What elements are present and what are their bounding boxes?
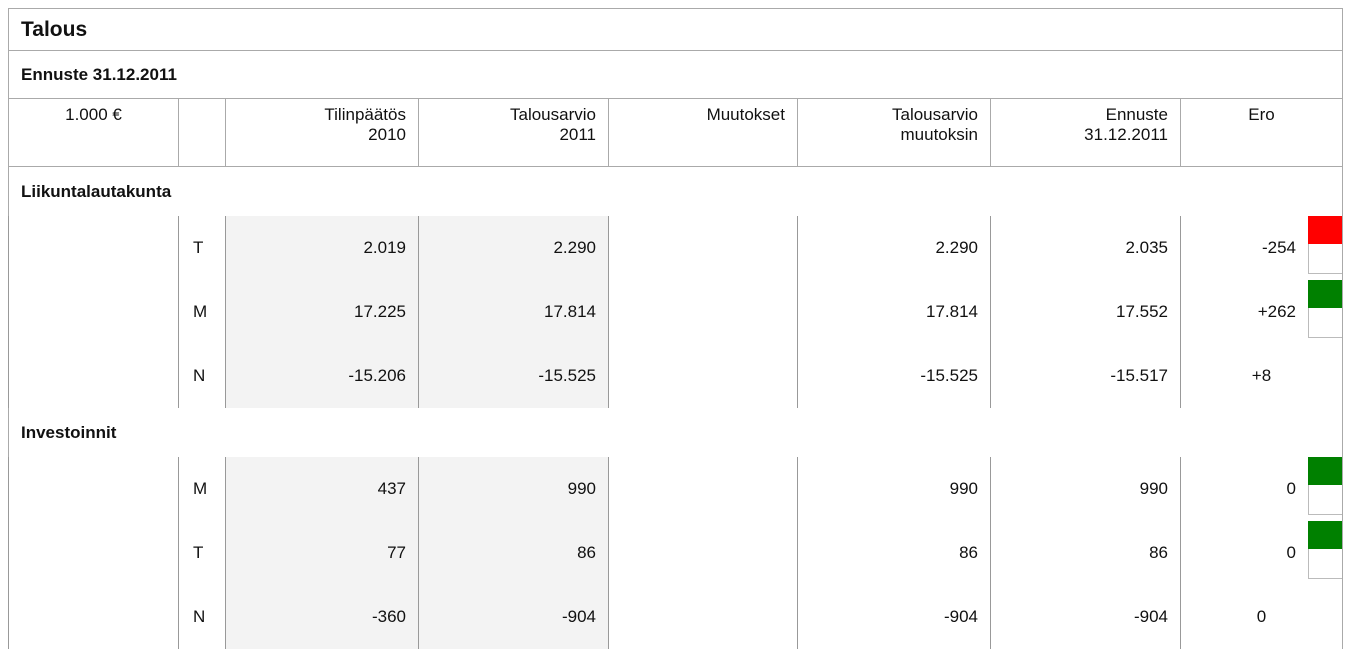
cell: 437 <box>226 457 419 521</box>
ero-cell: 0 <box>1181 521 1343 585</box>
section-row: Investoinnit <box>9 408 1343 457</box>
ero-cell: 0 <box>1181 457 1343 521</box>
column-header-line: 31.12.2011 <box>1003 125 1168 145</box>
ero-cell: 0 <box>1181 585 1343 649</box>
cell <box>609 280 798 344</box>
cell: 86 <box>991 521 1181 585</box>
row-label <box>9 280 179 344</box>
cell: -15.517 <box>991 344 1181 408</box>
section-name: Investoinnit <box>9 408 1343 457</box>
column-header-line: muutoksin <box>810 125 978 145</box>
column-header-line: Ero <box>1193 105 1330 125</box>
row-label <box>9 216 179 280</box>
cell <box>609 216 798 280</box>
cell: -15.525 <box>798 344 991 408</box>
row-label <box>9 521 179 585</box>
cell: 2.035 <box>991 216 1181 280</box>
row-code: M <box>179 280 226 344</box>
status-indicator <box>1308 521 1342 549</box>
column-header: Muutokset <box>609 99 798 167</box>
cell: 17.814 <box>419 280 609 344</box>
column-header-line: 2011 <box>431 125 596 145</box>
cell: -360 <box>226 585 419 649</box>
title: Talous <box>9 9 1343 51</box>
code-header <box>179 99 226 167</box>
section-row: Liikuntalautakunta <box>9 167 1343 217</box>
subtitle-row: Ennuste 31.12.2011 <box>9 51 1343 99</box>
cell: 86 <box>419 521 609 585</box>
cell: 990 <box>798 457 991 521</box>
cell: -15.525 <box>419 344 609 408</box>
column-header-line: Talousarvio <box>810 105 978 125</box>
cell: -904 <box>798 585 991 649</box>
status-indicator <box>1308 216 1342 244</box>
cell: 17.552 <box>991 280 1181 344</box>
indicator-frame <box>1308 485 1342 515</box>
ero-cell: +8 <box>1181 344 1343 408</box>
cell: -15.206 <box>226 344 419 408</box>
row-label <box>9 344 179 408</box>
indicator-frame <box>1308 549 1342 579</box>
indicator-frame <box>1308 244 1342 274</box>
column-header-line: Talousarvio <box>431 105 596 125</box>
row-code: T <box>179 521 226 585</box>
page: Talous Ennuste 31.12.2011 1.000 € Tilinpä… <box>0 0 1352 619</box>
indicator-frame <box>1308 308 1342 338</box>
cell <box>609 521 798 585</box>
row-label <box>9 457 179 521</box>
cell: 17.225 <box>226 280 419 344</box>
cell: 77 <box>226 521 419 585</box>
row-code: N <box>179 344 226 408</box>
ero-cell: -254 <box>1181 216 1343 280</box>
cell <box>609 585 798 649</box>
ero-cell: +262 <box>1181 280 1343 344</box>
status-indicator <box>1308 280 1342 308</box>
status-indicator <box>1308 457 1342 485</box>
cell: 2.290 <box>419 216 609 280</box>
column-header-line: Muutokset <box>621 105 785 125</box>
data-row: N-15.206-15.525-15.525-15.517+8 <box>9 344 1343 408</box>
cell: 990 <box>991 457 1181 521</box>
column-header: Ero <box>1181 99 1343 167</box>
finance-table: Talous Ennuste 31.12.2011 1.000 € Tilinpä… <box>8 8 1343 649</box>
row-code: N <box>179 585 226 649</box>
row-code: T <box>179 216 226 280</box>
cell: 86 <box>798 521 991 585</box>
cell: 2.019 <box>226 216 419 280</box>
row-code: M <box>179 457 226 521</box>
subtitle: Ennuste 31.12.2011 <box>9 51 1343 99</box>
column-header-line: 2010 <box>238 125 406 145</box>
cell: 990 <box>419 457 609 521</box>
unit-label: 1.000 € <box>9 99 179 167</box>
cell: -904 <box>991 585 1181 649</box>
cell <box>609 457 798 521</box>
cell: 2.290 <box>798 216 991 280</box>
cell <box>609 344 798 408</box>
row-label <box>9 585 179 649</box>
cell: 17.814 <box>798 280 991 344</box>
cell: -904 <box>419 585 609 649</box>
table-body: Talous Ennuste 31.12.2011 1.000 € Tilinpä… <box>9 9 1343 649</box>
column-header-line: Tilinpäätös <box>238 105 406 125</box>
section-name: Liikuntalautakunta <box>9 167 1343 217</box>
title-row: Talous <box>9 9 1343 51</box>
column-header-line: Ennuste <box>1003 105 1168 125</box>
